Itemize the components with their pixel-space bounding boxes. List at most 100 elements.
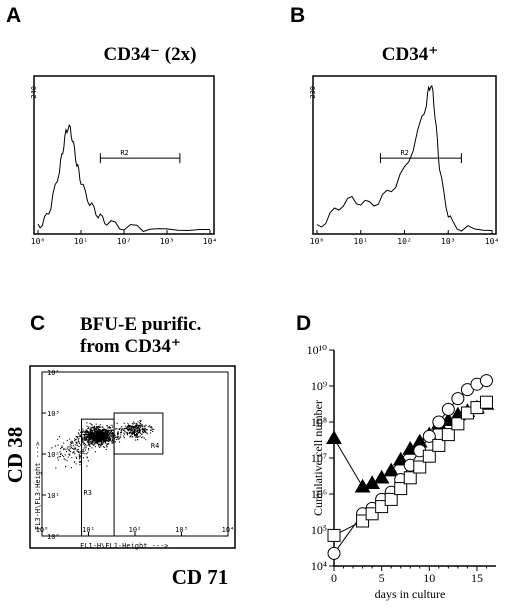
scatter-dot xyxy=(71,457,73,459)
scatter-dot xyxy=(117,438,119,440)
scatter-dot xyxy=(94,438,96,440)
scatter-dot xyxy=(78,436,80,438)
scatter-dot xyxy=(152,430,154,432)
scatter-dot xyxy=(59,455,61,457)
scatter-dot xyxy=(123,429,125,431)
scatter-dot xyxy=(89,436,91,438)
scatter-dot xyxy=(81,441,83,443)
scatter-dot xyxy=(68,453,70,455)
scatter-dot xyxy=(75,456,77,458)
scatter-dot xyxy=(106,440,108,442)
scatter-dot xyxy=(109,427,111,429)
panel-c-x-tick-label: 10² xyxy=(129,526,142,534)
scatter-dot xyxy=(107,430,109,432)
scatter-dot xyxy=(95,439,97,441)
scatter-dot xyxy=(82,440,84,442)
data-point-square xyxy=(356,514,370,528)
scatter-dot xyxy=(136,433,138,435)
scatter-dot xyxy=(102,436,104,438)
scatter-dot xyxy=(95,435,97,437)
scatter-dot xyxy=(95,437,97,439)
scatter-dot xyxy=(98,433,100,435)
scatter-dot xyxy=(87,440,89,442)
scatter-dot xyxy=(108,441,110,443)
scatter-dot xyxy=(80,444,82,446)
scatter-dot xyxy=(94,435,96,437)
data-point-triangle xyxy=(373,469,390,484)
scatter-dot xyxy=(108,443,110,445)
scatter-dot xyxy=(101,437,103,439)
scatter-dot xyxy=(88,440,90,442)
scatter-dot xyxy=(63,455,65,457)
scatter-dot xyxy=(131,428,133,430)
data-point-circle xyxy=(451,392,465,406)
scatter-dot xyxy=(117,428,119,430)
scatter-dot xyxy=(127,427,129,429)
scatter-dot xyxy=(131,436,133,438)
scatter-dot xyxy=(95,440,97,442)
scatter-dot xyxy=(86,430,88,432)
scatter-dot xyxy=(98,439,100,441)
scatter-dot xyxy=(132,427,134,429)
scatter-dot xyxy=(106,432,108,434)
scatter-dot xyxy=(68,450,70,452)
scatter-dot xyxy=(139,435,141,437)
scatter-dot xyxy=(103,428,105,430)
panel-d-x-tick-label: 0 xyxy=(331,571,337,585)
scatter-dot xyxy=(111,434,113,436)
scatter-dot xyxy=(96,438,98,440)
scatter-dot xyxy=(105,436,107,438)
scatter-dot xyxy=(66,439,68,441)
scatter-dot xyxy=(143,429,145,431)
scatter-dot xyxy=(90,427,92,429)
scatter-dot xyxy=(110,438,112,440)
scatter-dot xyxy=(65,448,67,450)
scatter-dot xyxy=(126,426,128,428)
scatter-dot xyxy=(75,435,77,437)
scatter-dot xyxy=(132,426,134,428)
scatter-dot xyxy=(60,453,62,455)
scatter-dot xyxy=(106,432,108,434)
scatter-dot xyxy=(116,422,118,424)
scatter-dot xyxy=(76,442,78,444)
scatter-panel-c: BFU-E purific. from CD34⁺ R3 R4 10⁰ 10¹ 10²… xyxy=(3,314,236,589)
scatter-dot xyxy=(151,427,153,429)
scatter-dot xyxy=(107,437,109,439)
scatter-dot xyxy=(112,439,114,441)
scatter-dot xyxy=(82,450,84,452)
scatter-dot xyxy=(70,442,72,444)
scatter-dot xyxy=(104,441,106,443)
scatter-dot xyxy=(134,429,136,431)
scatter-dot xyxy=(131,425,133,427)
scatter-dot xyxy=(95,430,97,432)
scatter-dot xyxy=(92,436,94,438)
scatter-dot xyxy=(57,444,59,446)
scatter-dot xyxy=(95,438,97,440)
scatter-dot xyxy=(99,438,101,440)
scatter-dot xyxy=(109,440,111,442)
scatter-dot xyxy=(140,420,142,422)
scatter-dot xyxy=(89,434,91,436)
scatter-dot xyxy=(85,438,87,440)
panel-d-y-tick-label: 10⁵ xyxy=(311,523,327,537)
scatter-dot xyxy=(66,460,68,462)
scatter-dot xyxy=(144,429,146,431)
data-point-circle xyxy=(327,546,341,560)
scatter-dot xyxy=(60,453,62,455)
scatter-dot xyxy=(86,456,88,458)
scatter-dot xyxy=(127,425,129,427)
scatter-dot xyxy=(106,436,108,438)
scatter-dot xyxy=(88,437,90,439)
scatter-dot xyxy=(109,427,111,429)
scatter-dot xyxy=(120,434,122,436)
scatter-dot xyxy=(77,440,79,442)
panel-a-x-tick-label: 10¹ xyxy=(74,237,88,246)
panel-c-y-tick-label: 10² xyxy=(47,451,60,459)
scatter-dot xyxy=(109,438,111,440)
scatter-dot xyxy=(76,449,78,451)
scatter-dot xyxy=(98,437,100,439)
scatter-dot xyxy=(128,428,130,430)
data-point-square xyxy=(451,417,465,431)
scatter-dot xyxy=(133,426,135,428)
scatter-dot xyxy=(141,437,143,439)
